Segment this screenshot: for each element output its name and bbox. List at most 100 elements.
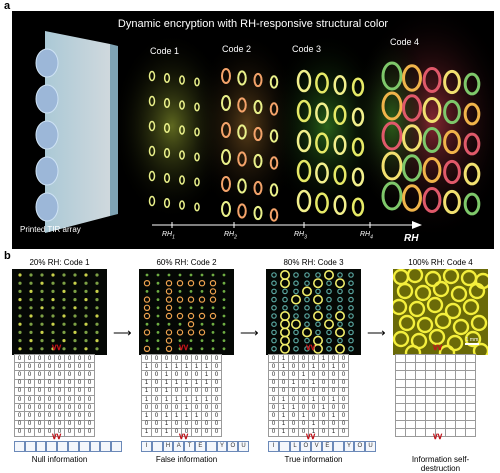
grid-cell: 0 — [318, 386, 329, 396]
grid-cell: 0 — [288, 370, 299, 380]
grid-cell: 0 — [151, 403, 162, 413]
chevron-down-icon: ∨∨ — [51, 431, 62, 441]
grid-cell — [425, 353, 436, 364]
letter-box: U — [238, 441, 249, 452]
grid-cell: 1 — [201, 378, 212, 388]
grid-cell: 1 — [201, 394, 212, 405]
grid-cell — [425, 394, 436, 405]
grid-cell: 0 — [14, 378, 25, 388]
grid-cell: 1 — [328, 394, 339, 405]
grid-cell: 0 — [64, 427, 75, 437]
grid-cell — [425, 362, 436, 372]
grid-cell: 0 — [171, 419, 182, 429]
structural-color-ring — [269, 102, 279, 116]
micrograph-image — [266, 269, 361, 355]
letter-box — [14, 441, 25, 452]
grid-cell: 0 — [54, 353, 65, 364]
grid-cell: 1 — [328, 427, 339, 437]
grid-cell: 1 — [161, 362, 172, 372]
grid-cell — [425, 419, 436, 429]
grid-cell — [425, 378, 436, 388]
grid-cell: 0 — [278, 378, 289, 388]
grid-cell: 0 — [24, 419, 35, 429]
structural-color-ring — [315, 162, 329, 184]
letter-box — [100, 441, 112, 452]
grid-cell: 0 — [44, 386, 55, 396]
structural-color-ring — [463, 132, 481, 156]
column-title: 80% RH: Code 3 — [283, 258, 344, 267]
structural-color-ring — [463, 102, 481, 126]
grid-cell — [395, 362, 406, 372]
letter-box — [57, 441, 68, 452]
structural-color-ring — [351, 197, 365, 217]
grid-cell: 0 — [34, 411, 45, 421]
grid-cell: 0 — [201, 419, 212, 429]
chevron-down-icon: ∨∨ — [432, 342, 443, 352]
grid-cell — [435, 394, 446, 405]
grid-cell — [395, 411, 406, 421]
structural-color-ring — [237, 97, 247, 113]
rh-axis-label: RH — [404, 233, 419, 244]
grid-cell: 0 — [211, 386, 222, 396]
arrow-right-icon: ⟶ — [240, 325, 259, 340]
arrow-right-icon: ⟶ — [367, 325, 386, 340]
structural-color-ring — [237, 151, 247, 167]
structural-color-ring — [221, 95, 231, 111]
column-title: 20% RH: Code 1 — [29, 258, 90, 267]
svg-text:1 mm: 1 mm — [466, 337, 479, 343]
structural-color-ring — [221, 201, 231, 217]
column-caption: Null information — [31, 455, 88, 464]
grid-cell — [445, 394, 456, 405]
grid-cell: 1 — [278, 419, 289, 429]
grid-cell: 0 — [318, 394, 329, 405]
grid-cell: 0 — [211, 370, 222, 380]
grid-cell: 0 — [24, 386, 35, 396]
grid-cell: 0 — [54, 386, 65, 396]
grid-cell: 0 — [34, 353, 45, 364]
structural-color-ring — [402, 64, 422, 92]
rh-tick-4: RH4 — [360, 231, 373, 241]
letter-box: O — [300, 441, 312, 452]
structural-color-ring — [443, 189, 461, 215]
grid-cell — [395, 386, 406, 396]
grid-cell: 0 — [14, 386, 25, 396]
grid-cell: 1 — [308, 378, 319, 388]
grid-cell: 0 — [308, 386, 319, 396]
grid-cell: 0 — [74, 362, 85, 372]
grid-cell — [395, 403, 406, 413]
grid-cell — [445, 353, 456, 364]
structural-color-ring — [179, 200, 185, 210]
grid-cell: 0 — [54, 362, 65, 372]
grid-cell: 0 — [64, 378, 75, 388]
grid-cell: 0 — [44, 370, 55, 380]
grid-cell: 0 — [151, 411, 162, 421]
grid-cell: 1 — [278, 353, 289, 364]
grid-cell: 1 — [278, 411, 289, 421]
grid-cell — [405, 394, 416, 405]
grid-cell: 0 — [151, 419, 162, 429]
grid-cell: 0 — [201, 386, 212, 396]
grid-cell — [455, 362, 466, 372]
grid-cell: 1 — [171, 394, 182, 405]
grid-cell — [465, 419, 476, 429]
grid-cell: 0 — [288, 386, 299, 396]
grid-cell: 0 — [34, 419, 45, 429]
grid-cell: 0 — [171, 370, 182, 380]
grid-cell: 1 — [181, 394, 192, 405]
grid-cell: 0 — [338, 403, 349, 413]
grid-cell — [405, 370, 416, 380]
column-caption: True information — [284, 455, 343, 464]
grid-cell: 1 — [181, 403, 192, 413]
structural-color-ring — [253, 205, 263, 221]
grid-cell: 0 — [181, 419, 192, 429]
grid-cell: 0 — [318, 419, 329, 429]
grid-cell: 1 — [288, 403, 299, 413]
structural-color-ring — [296, 159, 312, 183]
letter-box: Y — [343, 441, 355, 452]
column-title: 100% RH: Code 4 — [408, 258, 473, 267]
structural-color-ring — [237, 203, 247, 219]
structural-color-ring — [422, 67, 442, 93]
structural-color-ring — [315, 102, 329, 124]
structural-color-ring — [221, 176, 231, 192]
grid-cell: 1 — [141, 362, 152, 372]
